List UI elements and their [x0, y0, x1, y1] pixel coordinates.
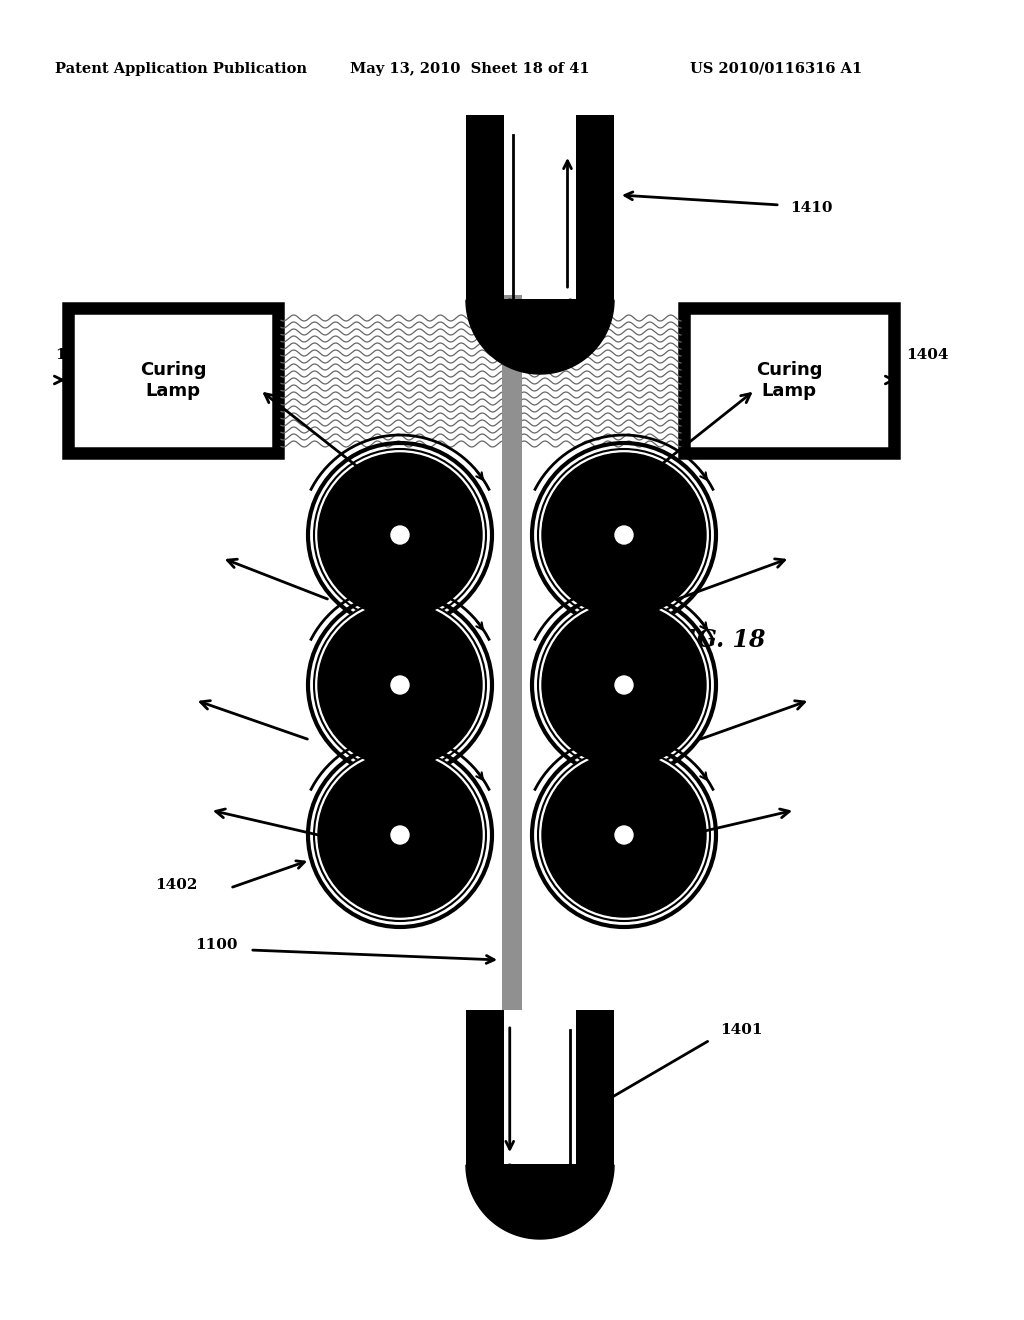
Bar — [502, 294, 522, 1010]
Bar — [466, 1010, 504, 1166]
Circle shape — [532, 743, 716, 927]
Text: 1410: 1410 — [790, 201, 833, 215]
Bar — [684, 308, 894, 453]
Text: Curing
Lamp: Curing Lamp — [756, 362, 822, 400]
Circle shape — [308, 593, 492, 777]
Circle shape — [314, 449, 486, 620]
Circle shape — [318, 453, 482, 616]
Text: US 2010/0116316 A1: US 2010/0116316 A1 — [690, 62, 862, 77]
Text: May 13, 2010  Sheet 18 of 41: May 13, 2010 Sheet 18 of 41 — [350, 62, 590, 77]
Circle shape — [314, 599, 486, 771]
Bar — [575, 1010, 614, 1166]
Circle shape — [318, 752, 482, 917]
Text: FIG. 18: FIG. 18 — [670, 628, 767, 652]
Circle shape — [538, 599, 710, 771]
Bar — [575, 115, 614, 300]
Text: Patent Application Publication: Patent Application Publication — [55, 62, 307, 77]
Circle shape — [542, 603, 706, 767]
Circle shape — [391, 525, 409, 544]
Circle shape — [308, 444, 492, 627]
Polygon shape — [466, 300, 614, 374]
Circle shape — [538, 449, 710, 620]
Circle shape — [542, 453, 706, 616]
Circle shape — [615, 826, 633, 843]
Bar — [466, 115, 504, 300]
Circle shape — [532, 593, 716, 777]
Text: 1403: 1403 — [635, 878, 678, 892]
Circle shape — [615, 676, 633, 694]
Text: 1404: 1404 — [55, 348, 97, 362]
Circle shape — [308, 743, 492, 927]
Circle shape — [538, 748, 710, 921]
Circle shape — [318, 603, 482, 767]
Text: 1100: 1100 — [195, 939, 238, 952]
Circle shape — [615, 525, 633, 544]
Circle shape — [314, 748, 486, 921]
Text: 1401: 1401 — [720, 1023, 763, 1038]
Polygon shape — [466, 1166, 614, 1239]
Circle shape — [391, 676, 409, 694]
Text: 1402: 1402 — [155, 878, 198, 892]
Circle shape — [532, 444, 716, 627]
Text: 1404: 1404 — [906, 348, 948, 362]
Text: Curing
Lamp: Curing Lamp — [139, 362, 206, 400]
Circle shape — [391, 826, 409, 843]
Bar — [278, 314, 684, 447]
Circle shape — [542, 752, 706, 917]
Bar — [68, 308, 278, 453]
